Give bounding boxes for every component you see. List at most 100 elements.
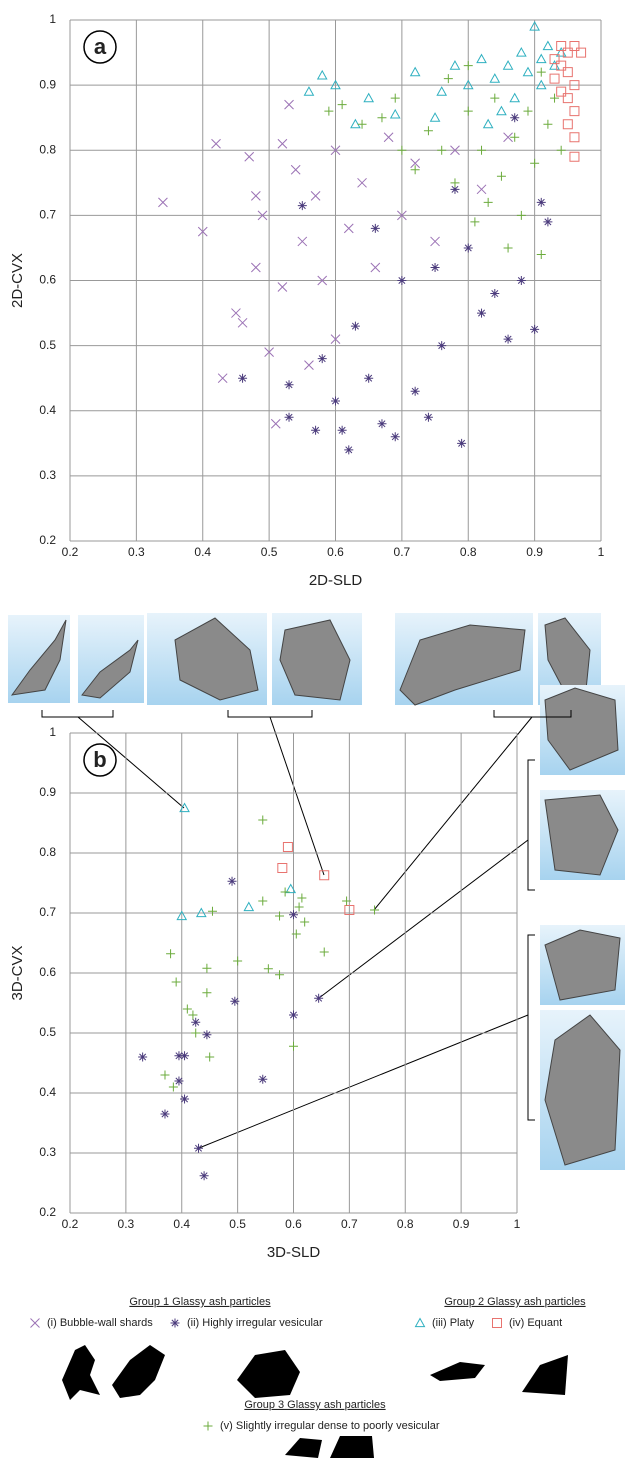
marker (289, 1011, 298, 1020)
group-title: Group 2 Glassy ash particles (444, 1296, 586, 1308)
marker (457, 439, 466, 448)
y-axis-label: 2D-CVX (9, 253, 26, 308)
x-tick-label: 0.4 (173, 1217, 190, 1231)
x-axis-label: 2D-SLD (309, 572, 363, 589)
x-tick-label: 0.8 (397, 1217, 414, 1231)
marker (570, 152, 579, 161)
y-tick-label: 0.9 (39, 785, 56, 799)
marker (320, 871, 329, 880)
y-tick-label: 0.6 (39, 965, 56, 979)
marker (298, 201, 307, 210)
marker (570, 42, 579, 51)
marker (238, 374, 247, 383)
x-tick-label: 0.8 (460, 545, 477, 559)
x-tick-label: 1 (514, 1217, 521, 1231)
marker (371, 263, 380, 272)
marker (464, 61, 473, 70)
marker (477, 185, 486, 194)
marker (338, 426, 347, 435)
marker (523, 68, 532, 76)
x-tick-label: 0.5 (229, 1217, 246, 1231)
y-tick-label: 0.5 (39, 1025, 56, 1039)
x-tick-label: 0.5 (261, 545, 278, 559)
marker (563, 120, 572, 129)
marker (320, 948, 329, 957)
marker (138, 1053, 147, 1062)
marker (311, 191, 320, 200)
marker (523, 107, 532, 116)
marker (490, 289, 499, 298)
marker (318, 71, 327, 79)
marker (431, 263, 440, 272)
group-title: Group 1 Glassy ash particles (129, 1296, 271, 1308)
y-tick-label: 0.8 (39, 845, 56, 859)
panel-label: b (93, 747, 106, 772)
marker (295, 903, 304, 912)
x-tick-label: 0.6 (327, 545, 344, 559)
marker (285, 380, 294, 389)
marker (557, 42, 566, 51)
figure: 0.20.30.40.50.60.70.80.910.20.30.40.50.6… (0, 0, 627, 1459)
marker (202, 1030, 211, 1039)
x-tick-label: 0.6 (285, 1217, 302, 1231)
marker (431, 113, 440, 121)
marker (258, 1075, 267, 1084)
marker (278, 864, 287, 873)
marker (437, 146, 446, 155)
marker (444, 74, 453, 83)
marker (537, 68, 546, 77)
marker (174, 1077, 183, 1086)
y-tick-label: 0.6 (39, 273, 56, 287)
marker (275, 970, 284, 979)
marker (517, 48, 526, 56)
marker (563, 68, 572, 77)
marker (510, 113, 519, 122)
marker (364, 374, 373, 383)
marker (450, 178, 459, 187)
y-tick-label: 0.3 (39, 468, 56, 482)
marker (191, 1029, 200, 1038)
marker (364, 94, 373, 102)
marker (490, 94, 499, 103)
legend-marker (171, 1319, 180, 1328)
marker (200, 1171, 209, 1180)
marker (577, 48, 586, 57)
marker (258, 816, 267, 825)
marker (304, 361, 313, 370)
legend-marker (31, 1319, 40, 1328)
marker (437, 87, 446, 95)
marker (183, 1005, 192, 1014)
marker (550, 61, 559, 69)
marker (497, 172, 506, 181)
marker (377, 419, 386, 428)
marker (160, 1110, 169, 1119)
marker (510, 94, 519, 102)
marker (212, 139, 221, 148)
x-axis-label: 3D-SLD (267, 1244, 321, 1261)
marker (344, 445, 353, 454)
marker (477, 146, 486, 155)
y-tick-label: 0.3 (39, 1145, 56, 1159)
legend-marker (493, 1319, 502, 1328)
marker (424, 413, 433, 422)
marker (208, 907, 217, 916)
marker (557, 146, 566, 155)
marker (291, 165, 300, 174)
marker (264, 964, 273, 973)
x-tick-label: 0.9 (453, 1217, 470, 1231)
y-axis-label: 3D-CVX (9, 945, 26, 1000)
marker (411, 68, 420, 76)
x-tick-label: 0.4 (194, 545, 211, 559)
marker (484, 120, 493, 128)
marker (245, 152, 254, 161)
marker (228, 877, 237, 886)
marker (543, 42, 552, 50)
marker (344, 224, 353, 233)
marker (530, 159, 539, 168)
legend-label: (v) Slightly irregular dense to poorly v… (220, 1420, 440, 1432)
marker (570, 133, 579, 142)
particle-images (8, 613, 625, 1170)
marker (289, 910, 298, 919)
marker (504, 61, 513, 69)
legend-label: (i) Bubble-wall shards (47, 1317, 153, 1329)
